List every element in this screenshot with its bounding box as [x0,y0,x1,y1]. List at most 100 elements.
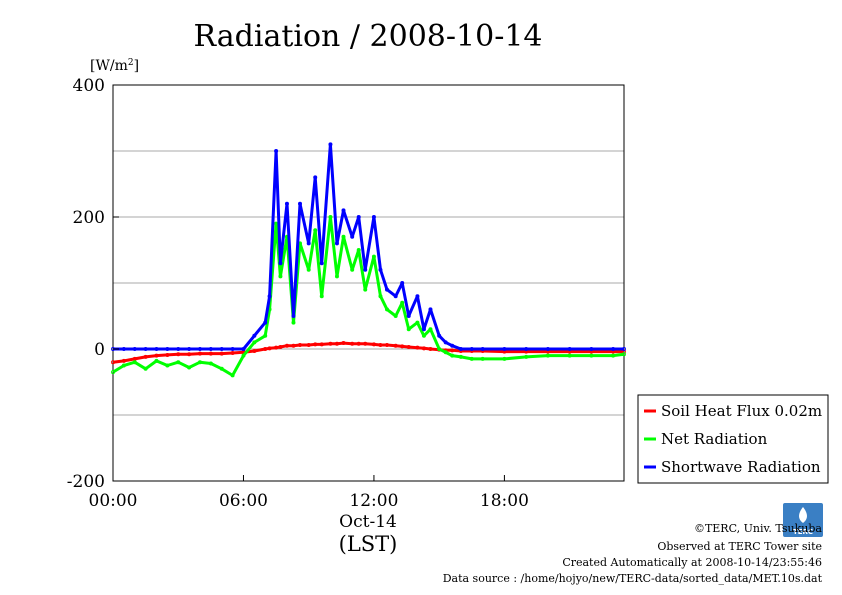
data-point [415,320,420,325]
data-point [393,313,398,318]
data-point [428,327,433,332]
data-point [143,366,148,371]
data-point [400,344,405,349]
data-point [197,360,202,365]
data-point [567,353,572,358]
legend-label: Net Radiation [661,430,768,448]
water-drop-icon [799,507,807,523]
data-point [622,352,627,357]
data-point [230,346,235,351]
data-point [443,340,448,345]
y-unit-label: [W/m2] [90,58,139,74]
data-point [176,352,181,357]
data-point [319,342,324,347]
plot-frame [112,84,625,482]
data-point [384,287,389,292]
data-point [406,345,411,350]
data-point [350,234,355,239]
legend-label: Shortwave Radiation [661,458,821,476]
data-point [356,214,361,219]
data-point [384,343,389,348]
data-point [306,343,311,348]
data-point [415,294,420,299]
data-point [263,333,268,338]
data-point [306,267,311,272]
data-point [437,333,442,338]
data-point [319,261,324,266]
y-tick-label: -200 [67,472,105,492]
data-point [378,267,383,272]
y-tick-label: 200 [73,208,105,228]
data-point [121,363,126,368]
data-point [437,346,442,351]
data-point [208,346,213,351]
x-tick-label: 12:00 [349,491,398,511]
data-point [341,208,346,213]
data-point [328,214,333,219]
data-point [219,351,224,356]
data-point [480,346,485,351]
legend-label: Soil Heat Flux 0.02m [661,402,822,420]
data-point [421,346,426,351]
data-point [393,294,398,299]
data-point [284,201,289,206]
data-point [421,327,426,332]
data-point [187,352,192,357]
y-axis-ticks: -200 0 200 400 [67,76,119,492]
data-point [313,228,318,233]
data-point [219,346,224,351]
data-point [230,350,235,355]
data-point [393,343,398,348]
data-point [154,353,159,358]
series-group [111,142,627,378]
data-point [121,358,126,363]
data-point [274,148,279,153]
data-point [328,341,333,346]
series-net-radiation [111,214,627,378]
series-soil-heat-flux-0-02m [111,341,627,365]
x-tick-label: 00:00 [89,491,138,511]
data-point [267,294,272,299]
data-point [121,346,126,351]
data-point [363,267,368,272]
data-point [371,342,376,347]
data-point [154,358,159,363]
legend: Soil Heat Flux 0.02m Net Radiation Shortwa… [637,394,829,484]
grid-lines [113,150,624,416]
data-point [306,241,311,246]
data-point [197,351,202,356]
data-point [208,361,213,366]
credit-copyright: ©TERC, Univ. Tsukuba [694,522,822,535]
data-point [263,320,268,325]
data-point [230,373,235,378]
data-point [400,300,405,305]
credit-observed: Observed at TERC Tower site [657,540,822,553]
data-point [611,353,616,358]
data-point [480,356,485,361]
data-point [111,360,116,365]
data-point [197,346,202,351]
data-point [458,354,463,359]
data-point [524,346,529,351]
data-point [545,346,550,351]
data-point [406,313,411,318]
chart-title: Radiation / 2008-10-14 [193,19,542,54]
data-point [378,294,383,299]
data-point [469,346,474,351]
data-point [502,346,507,351]
x-tick-label: 06:00 [219,491,268,511]
data-point [298,343,303,348]
data-point [378,343,383,348]
date-label: Oct-14 [339,512,397,532]
data-point [589,346,594,351]
terc-logo: TERC [783,503,823,537]
data-point [291,343,296,348]
data-point [252,348,257,353]
x-tick-label: 18:00 [480,491,529,511]
series-line [113,142,624,351]
data-point [450,353,455,358]
data-point [143,354,148,359]
data-point [165,352,170,357]
data-point [469,356,474,361]
